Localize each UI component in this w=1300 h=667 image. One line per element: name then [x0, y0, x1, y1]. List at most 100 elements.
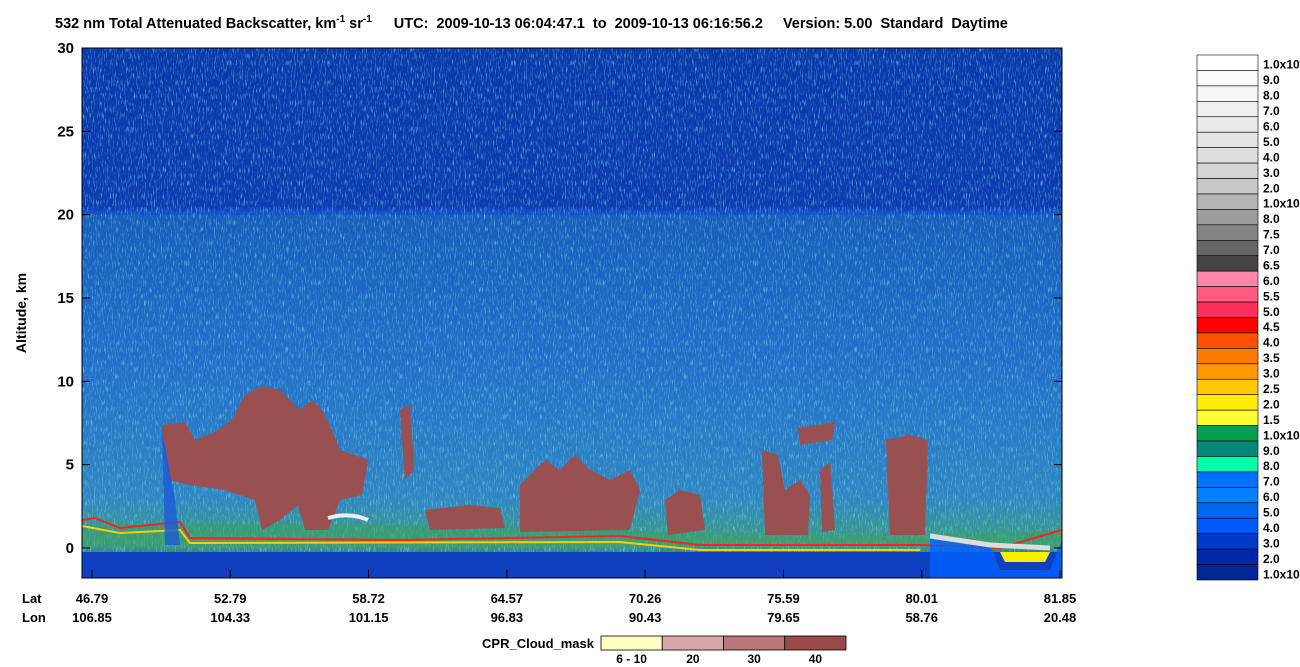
colorbar-box — [1196, 116, 1259, 133]
title-part: UTC: 2009-10-13 06:04:47.1 to 2009-10-13… — [394, 16, 763, 32]
colorbar-box — [1196, 363, 1259, 380]
colorbar-box — [1196, 301, 1259, 318]
colorbar-box — [1196, 286, 1259, 303]
colorbar-box — [1196, 54, 1259, 71]
colorbar-label: 3.5 — [1263, 351, 1280, 365]
cloud-mask-label: 6 - 10 — [616, 652, 647, 666]
colorbar-label: 3.0 — [1263, 166, 1280, 180]
colorbar-label-text: 1.0x10 — [1263, 428, 1300, 442]
colorbar-label: 7.0 — [1263, 475, 1280, 489]
colorbar-label: 2.0 — [1263, 552, 1280, 566]
y-tick-label: 10 — [57, 373, 74, 390]
colorbar-box — [1196, 178, 1259, 195]
colorbar-label: 8.0 — [1263, 212, 1280, 226]
colorbar-box — [1196, 209, 1259, 226]
colorbar-label: 9.0 — [1263, 73, 1280, 87]
colorbar-label-text: 2.0 — [1263, 181, 1280, 195]
colorbar-label: 1.0x10-3 — [1263, 426, 1300, 442]
colorbar-label: 7.5 — [1263, 228, 1280, 242]
x-tick-label: 81.85 — [1044, 591, 1077, 606]
colorbar-label-text: 1.0x10 — [1263, 58, 1300, 72]
colorbar-label-text: 7.0 — [1263, 475, 1280, 489]
colorbar-label-text: 2.0 — [1263, 397, 1280, 411]
x-tick-label: 96.83 — [491, 610, 524, 625]
y-axis-label: Altitude, km — [13, 273, 29, 353]
colorbar-box — [1196, 85, 1259, 102]
x-tick-label: 75.59 — [767, 591, 800, 606]
colorbar-label-text: 1.0x10 — [1263, 567, 1300, 581]
colorbar-label-text: 5.0 — [1263, 305, 1280, 319]
colorbar-label: 4.5 — [1263, 320, 1280, 334]
colorbar-label-text: 6.5 — [1263, 258, 1280, 272]
colorbar-label-text: 7.0 — [1263, 104, 1280, 118]
x-tick-label: 101.15 — [349, 610, 389, 625]
colorbar-label-text: 9.0 — [1263, 444, 1280, 458]
colorbar-label: 6.5 — [1263, 258, 1280, 272]
colorbar-label: 8.0 — [1263, 89, 1280, 103]
colorbar-label-text: 7.0 — [1263, 243, 1280, 257]
colorbar-label-text: 6.0 — [1263, 274, 1280, 288]
cloud-mask-box — [723, 635, 786, 651]
cloud-mask-box — [661, 635, 724, 651]
colorbar-label: 1.5 — [1263, 413, 1280, 427]
x-row-name: Lat — [22, 591, 42, 606]
title-part: sr — [349, 16, 363, 32]
colorbar-label: 6.0 — [1263, 119, 1280, 133]
colorbar-label-text: 2.5 — [1263, 382, 1280, 396]
cloud-mask-label: 20 — [686, 652, 700, 666]
colorbar-label: 3.0 — [1263, 367, 1280, 381]
colorbar-label: 2.5 — [1263, 382, 1280, 396]
colorbar-label-text: 3.5 — [1263, 351, 1280, 365]
colorbar-box — [1196, 70, 1259, 87]
colorbar-label-text: 5.0 — [1263, 506, 1280, 520]
title-part: Version: 5.00 Standard Daytime — [783, 16, 1008, 32]
cloud-mask-box — [784, 635, 847, 651]
colorbar-label: 8.0 — [1263, 459, 1280, 473]
x-tick-label: 106.85 — [72, 610, 112, 625]
colorbar-box — [1196, 162, 1259, 179]
colorbar-label: 2.0 — [1263, 397, 1280, 411]
colorbar-label-text: 7.5 — [1263, 228, 1280, 242]
colorbar-label-text: 9.0 — [1263, 73, 1280, 87]
colorbar-label: 5.5 — [1263, 289, 1280, 303]
colorbar-box — [1196, 131, 1259, 148]
colorbar-label: 6.0 — [1263, 274, 1280, 288]
colorbar-label-text: 3.0 — [1263, 166, 1280, 180]
colorbar-label-text: 4.5 — [1263, 320, 1280, 334]
x-tick-label: 79.65 — [767, 610, 800, 625]
x-tick-label: 104.33 — [210, 610, 250, 625]
colorbar-label: 1.0x10-2 — [1263, 195, 1300, 211]
cloud-mask-title: CPR_Cloud_mask — [482, 636, 595, 651]
chart-title: 532 nm Total Attenuated Backscatter, km-… — [55, 14, 1008, 32]
colorbar-label-text: 3.0 — [1263, 367, 1280, 381]
colorbar-box — [1196, 317, 1259, 334]
colorbar-label-text: 1.0x10 — [1263, 197, 1300, 211]
colorbar-label: 7.0 — [1263, 243, 1280, 257]
cloud-mask-box — [600, 635, 663, 651]
colorbar-label-text: 4.0 — [1263, 150, 1280, 164]
y-tick-label: 0 — [66, 540, 74, 557]
colorbar-label: 1.0x10-1 — [1263, 56, 1300, 72]
x-row-name: Lon — [22, 610, 46, 625]
colorbar-label: 6.0 — [1263, 490, 1280, 504]
colorbar-label-text: 4.0 — [1263, 336, 1280, 350]
colorbar-label: 2.0 — [1263, 181, 1280, 195]
colorbar-label-text: 8.0 — [1263, 459, 1280, 473]
cloud-mask-label: 30 — [747, 652, 761, 666]
colorbar-label: 3.0 — [1263, 536, 1280, 550]
colorbar-box — [1196, 224, 1259, 241]
colorbar-label-text: 8.0 — [1263, 212, 1280, 226]
colorbar-box — [1196, 101, 1259, 118]
colorbar-label: 5.0 — [1263, 305, 1280, 319]
colorbar-box — [1196, 409, 1259, 426]
colorbar-label: 7.0 — [1263, 104, 1280, 118]
plot-image — [81, 48, 1063, 578]
colorbar-label-text: 3.0 — [1263, 536, 1280, 550]
colorbar-box — [1196, 147, 1259, 164]
colorbar-box — [1196, 471, 1259, 488]
x-tick-label: 58.72 — [352, 591, 385, 606]
colorbar-label: 1.0x10-4 — [1263, 565, 1300, 581]
colorbar-label: 9.0 — [1263, 444, 1280, 458]
title-part: -1 — [336, 14, 345, 25]
